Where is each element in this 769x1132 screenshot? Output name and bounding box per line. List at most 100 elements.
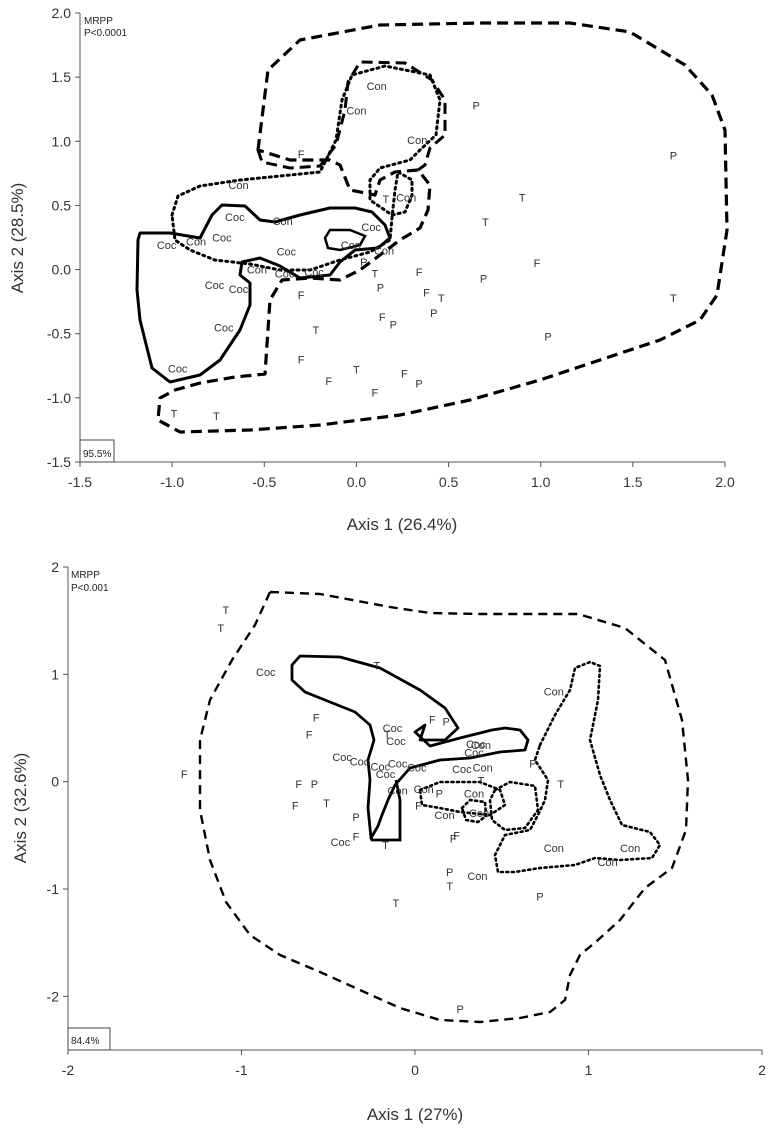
data-point-coc: Coc [225, 212, 245, 224]
data-point-con: Con [414, 784, 434, 796]
data-point-p: P [311, 779, 318, 791]
data-point-t: T [438, 293, 445, 305]
data-point-p: P [377, 283, 384, 295]
data-point-p: P [480, 274, 487, 286]
y-tick-label: -1.5 [47, 454, 71, 470]
data-point-t: T [171, 408, 178, 420]
annotation-mrpp-bottom: MRPP [71, 570, 100, 581]
data-point-t: T [213, 411, 220, 423]
data-point-t: T [393, 898, 400, 910]
y-tick-label: -0.5 [47, 326, 71, 342]
data-point-coc: Coc [256, 667, 276, 679]
y-tick-label: 2.0 [52, 5, 72, 21]
data-point-t: T [383, 194, 390, 206]
data-point-coc: Coc [229, 284, 249, 296]
hull-dashed-bottom [198, 590, 690, 1024]
data-point-con: Con [467, 871, 487, 883]
x-tick-label: 1.0 [531, 474, 551, 490]
x-tick-label: -1.0 [160, 474, 184, 490]
data-point-p: P [670, 150, 677, 162]
data-point-t: T [478, 776, 485, 788]
data-point-p: P [443, 717, 450, 729]
data-point-f: F [453, 830, 460, 842]
data-point-coc: Coc [371, 762, 391, 774]
data-point-p: P [544, 331, 551, 343]
data-point-f: F [534, 258, 541, 270]
data-point-con: Con [341, 240, 361, 252]
data-point-coc: Coc [214, 322, 234, 334]
data-point-coc: Coc [383, 723, 403, 735]
data-point-con: Con [186, 236, 206, 248]
hull-dashed-top [156, 21, 729, 434]
data-point-p: P [436, 788, 443, 800]
x-tick-label: -1.5 [68, 474, 92, 490]
y-tick-label: 2 [51, 559, 59, 575]
data-point-coc: Coc [388, 758, 408, 770]
corner-box-top [79, 439, 115, 463]
hull-solid-bottom [290, 654, 530, 840]
corner-box-bottom [67, 1027, 111, 1051]
annotation-pvalue-top: P<0.0001 [84, 28, 128, 39]
data-point-t: T [353, 365, 360, 377]
data-point-con: Con [367, 81, 387, 93]
data-point-con: Con [473, 763, 493, 775]
data-point-f: F [379, 312, 386, 324]
data-point-f: F [292, 800, 299, 812]
data-point-coc: Coc [466, 739, 486, 751]
data-point-coc: Coc [350, 756, 370, 768]
hull-solid-top [135, 203, 392, 384]
hull-dotted-bottom-small [460, 798, 488, 824]
annotation-mrpp-top: MRPP [84, 16, 113, 27]
data-point-p: P [473, 100, 480, 112]
data-point-p: P [456, 1004, 463, 1016]
data-point-coc: Coc [277, 247, 297, 259]
data-point-f: F [295, 779, 302, 791]
y-tick-label: 1.5 [52, 69, 72, 85]
annotation-pvalue-bottom: P<0.001 [71, 583, 109, 594]
data-point-coc: Coc [361, 222, 381, 234]
data-point-coc: Coc [304, 267, 324, 279]
data-point-t: T [323, 798, 330, 810]
hull-dotted-bottom-mid [488, 780, 540, 832]
y-tick-label: 0.0 [52, 262, 72, 278]
data-point-con: Con [620, 843, 640, 855]
y-tick-label: -2 [47, 988, 60, 1004]
hull-dotted-bottom-left [418, 780, 507, 817]
data-point-p: P [352, 812, 359, 824]
data-point-p: P [360, 257, 367, 269]
data-point-t: T [382, 840, 389, 852]
y-axis-label-bottom: Axis 2 (32.6%) [11, 753, 30, 864]
data-point-con: Con [273, 216, 293, 228]
data-point-t: T [217, 623, 224, 635]
data-point-con: Con [471, 740, 491, 752]
data-point-f: F [450, 834, 457, 846]
data-point-f: F [298, 290, 305, 302]
data-point-f: F [429, 714, 436, 726]
data-point-con: Con [374, 245, 394, 257]
hull-solid-bottom-tail [369, 779, 402, 842]
data-point-p: P [430, 308, 437, 320]
data-point-coc: Coc [376, 769, 396, 781]
corner-label-top: 95.5% [83, 449, 111, 460]
data-point-coc: Coc [205, 280, 225, 292]
x-tick-label: -0.5 [252, 474, 276, 490]
data-point-f: F [306, 729, 313, 741]
data-point-coc: Coc [168, 363, 188, 375]
hull-dotted-bottom-right [493, 660, 662, 874]
data-point-f: F [313, 712, 320, 724]
axis-ticks-top: -1.5 -1.0 -0.5 0.0 0.5 1.0 1.5 2.0 -1.5 -1.0 -0.5 0… [47, 5, 735, 490]
data-point-f: F [415, 800, 422, 812]
y-tick-label: 1.0 [52, 133, 72, 149]
x-tick-label: 1 [585, 1062, 593, 1078]
data-point-con: Con [396, 193, 416, 205]
y-tick-label: 0.5 [52, 197, 72, 213]
data-point-con: Con [434, 810, 454, 822]
data-point-f: F [416, 267, 423, 279]
data-point-t: T [482, 217, 489, 229]
data-point-coc: Coc [212, 233, 232, 245]
data-point-p: P [390, 320, 397, 332]
data-point-coc: Coc [275, 268, 295, 280]
panel-top: -1.5 -1.0 -0.5 0.0 0.5 1.0 1.5 2.0 -1.5 -1.0 -0.5 0… [8, 5, 735, 534]
